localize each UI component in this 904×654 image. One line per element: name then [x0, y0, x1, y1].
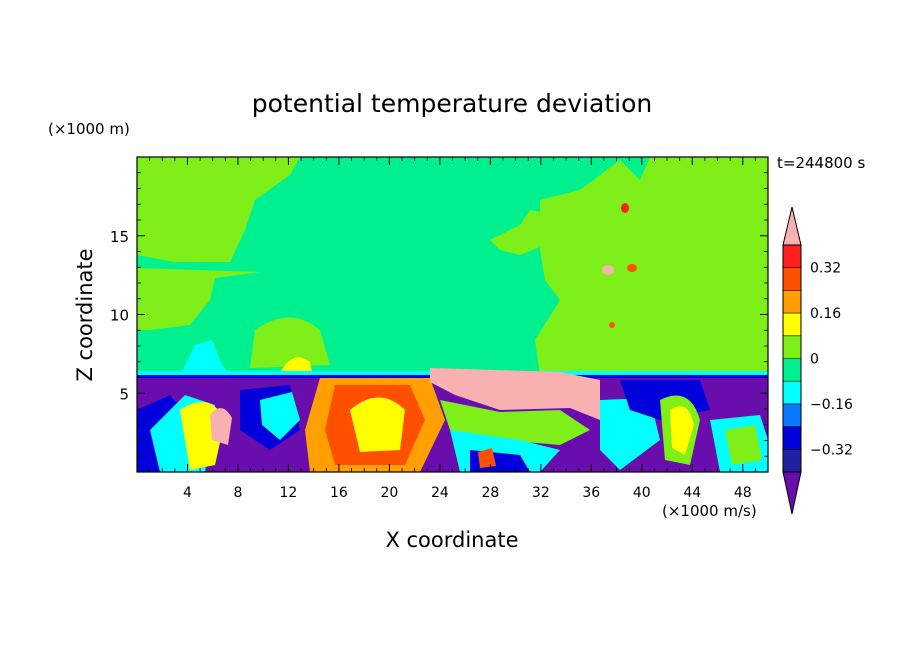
- x-tick-label: 28: [481, 485, 499, 501]
- warm-patch-left: [137, 157, 300, 262]
- colorbar-band: [783, 267, 801, 291]
- lower-pink-2: [430, 368, 600, 420]
- x-unit-label: (×1000 m/s): [662, 502, 757, 520]
- y-tick-label: 10: [110, 307, 129, 325]
- lower-cyan-2: [260, 392, 300, 440]
- x-tick-label: 40: [633, 485, 651, 501]
- lower-red-2: [478, 448, 496, 468]
- x-tick-label: 20: [380, 485, 398, 501]
- colorbar-tick-label: 0: [810, 352, 819, 368]
- lower-yellow-3: [670, 406, 694, 455]
- x-tick-label: 44: [683, 485, 701, 501]
- yellow-bump: [280, 357, 312, 372]
- lower-pink-1: [210, 408, 232, 445]
- colorbar-over-arrow: [782, 206, 802, 246]
- lower-green-1: [440, 400, 590, 445]
- colorbar-tick-label: −0.32: [810, 442, 853, 458]
- y-unit-label: (×1000 m): [48, 120, 130, 138]
- colorbar-tick-label: 0.16: [810, 306, 841, 322]
- x-tick-label: 4: [183, 485, 192, 501]
- red-blob-1: [602, 265, 614, 275]
- colorbar-under-arrow: [782, 471, 802, 515]
- cool-patch: [182, 340, 230, 374]
- lower-green-3: [725, 425, 762, 465]
- red-blob-2: [627, 264, 637, 272]
- y-axis-title: Z coordinate: [73, 248, 97, 381]
- warm-band-left: [137, 268, 260, 330]
- warm-patch-top: [490, 210, 555, 255]
- heatmap-field: [137, 157, 768, 472]
- lower-yellow-2: [350, 397, 405, 452]
- colorbar: 0.32 0.16 0 −0.16 −0.32: [782, 206, 853, 515]
- red-blob-3: [621, 203, 629, 213]
- colorbar-band: [783, 426, 801, 450]
- y-tick-label: 5: [119, 385, 129, 403]
- y-tick-label: 15: [110, 228, 129, 246]
- time-label: t=244800 s: [777, 154, 865, 172]
- colorbar-band: [783, 381, 801, 404]
- lower-cyan-4: [600, 398, 660, 470]
- chart-title: potential temperature deviation: [252, 89, 652, 118]
- colorbar-band: [783, 335, 801, 359]
- colorbar-band: [783, 313, 801, 336]
- colorbar-band: [783, 449, 801, 472]
- warm-patch-right: [535, 157, 768, 375]
- x-tick-label: 8: [233, 485, 242, 501]
- colorbar-band: [783, 245, 801, 268]
- x-tick-label: 24: [431, 485, 449, 501]
- x-tick-label: 12: [280, 485, 298, 501]
- x-axis-title: X coordinate: [385, 528, 518, 552]
- y-axis: 5 10 15: [110, 172, 768, 457]
- colorbar-band: [783, 290, 801, 314]
- warm-bubble: [250, 317, 330, 368]
- x-tick-label: 48: [734, 485, 752, 501]
- colorbar-tick-label: 0.32: [810, 261, 841, 277]
- x-axis: 4 8 12 16 20 24 28 32 36 40 44 48: [149, 157, 756, 501]
- x-tick-label: 32: [532, 485, 550, 501]
- x-tick-label: 16: [330, 485, 348, 501]
- colorbar-band: [783, 403, 801, 427]
- colorbar-tick-label: −0.16: [810, 397, 853, 413]
- colorbar-band: [783, 358, 801, 382]
- x-tick-label: 36: [582, 485, 600, 501]
- red-blob-4: [609, 322, 615, 328]
